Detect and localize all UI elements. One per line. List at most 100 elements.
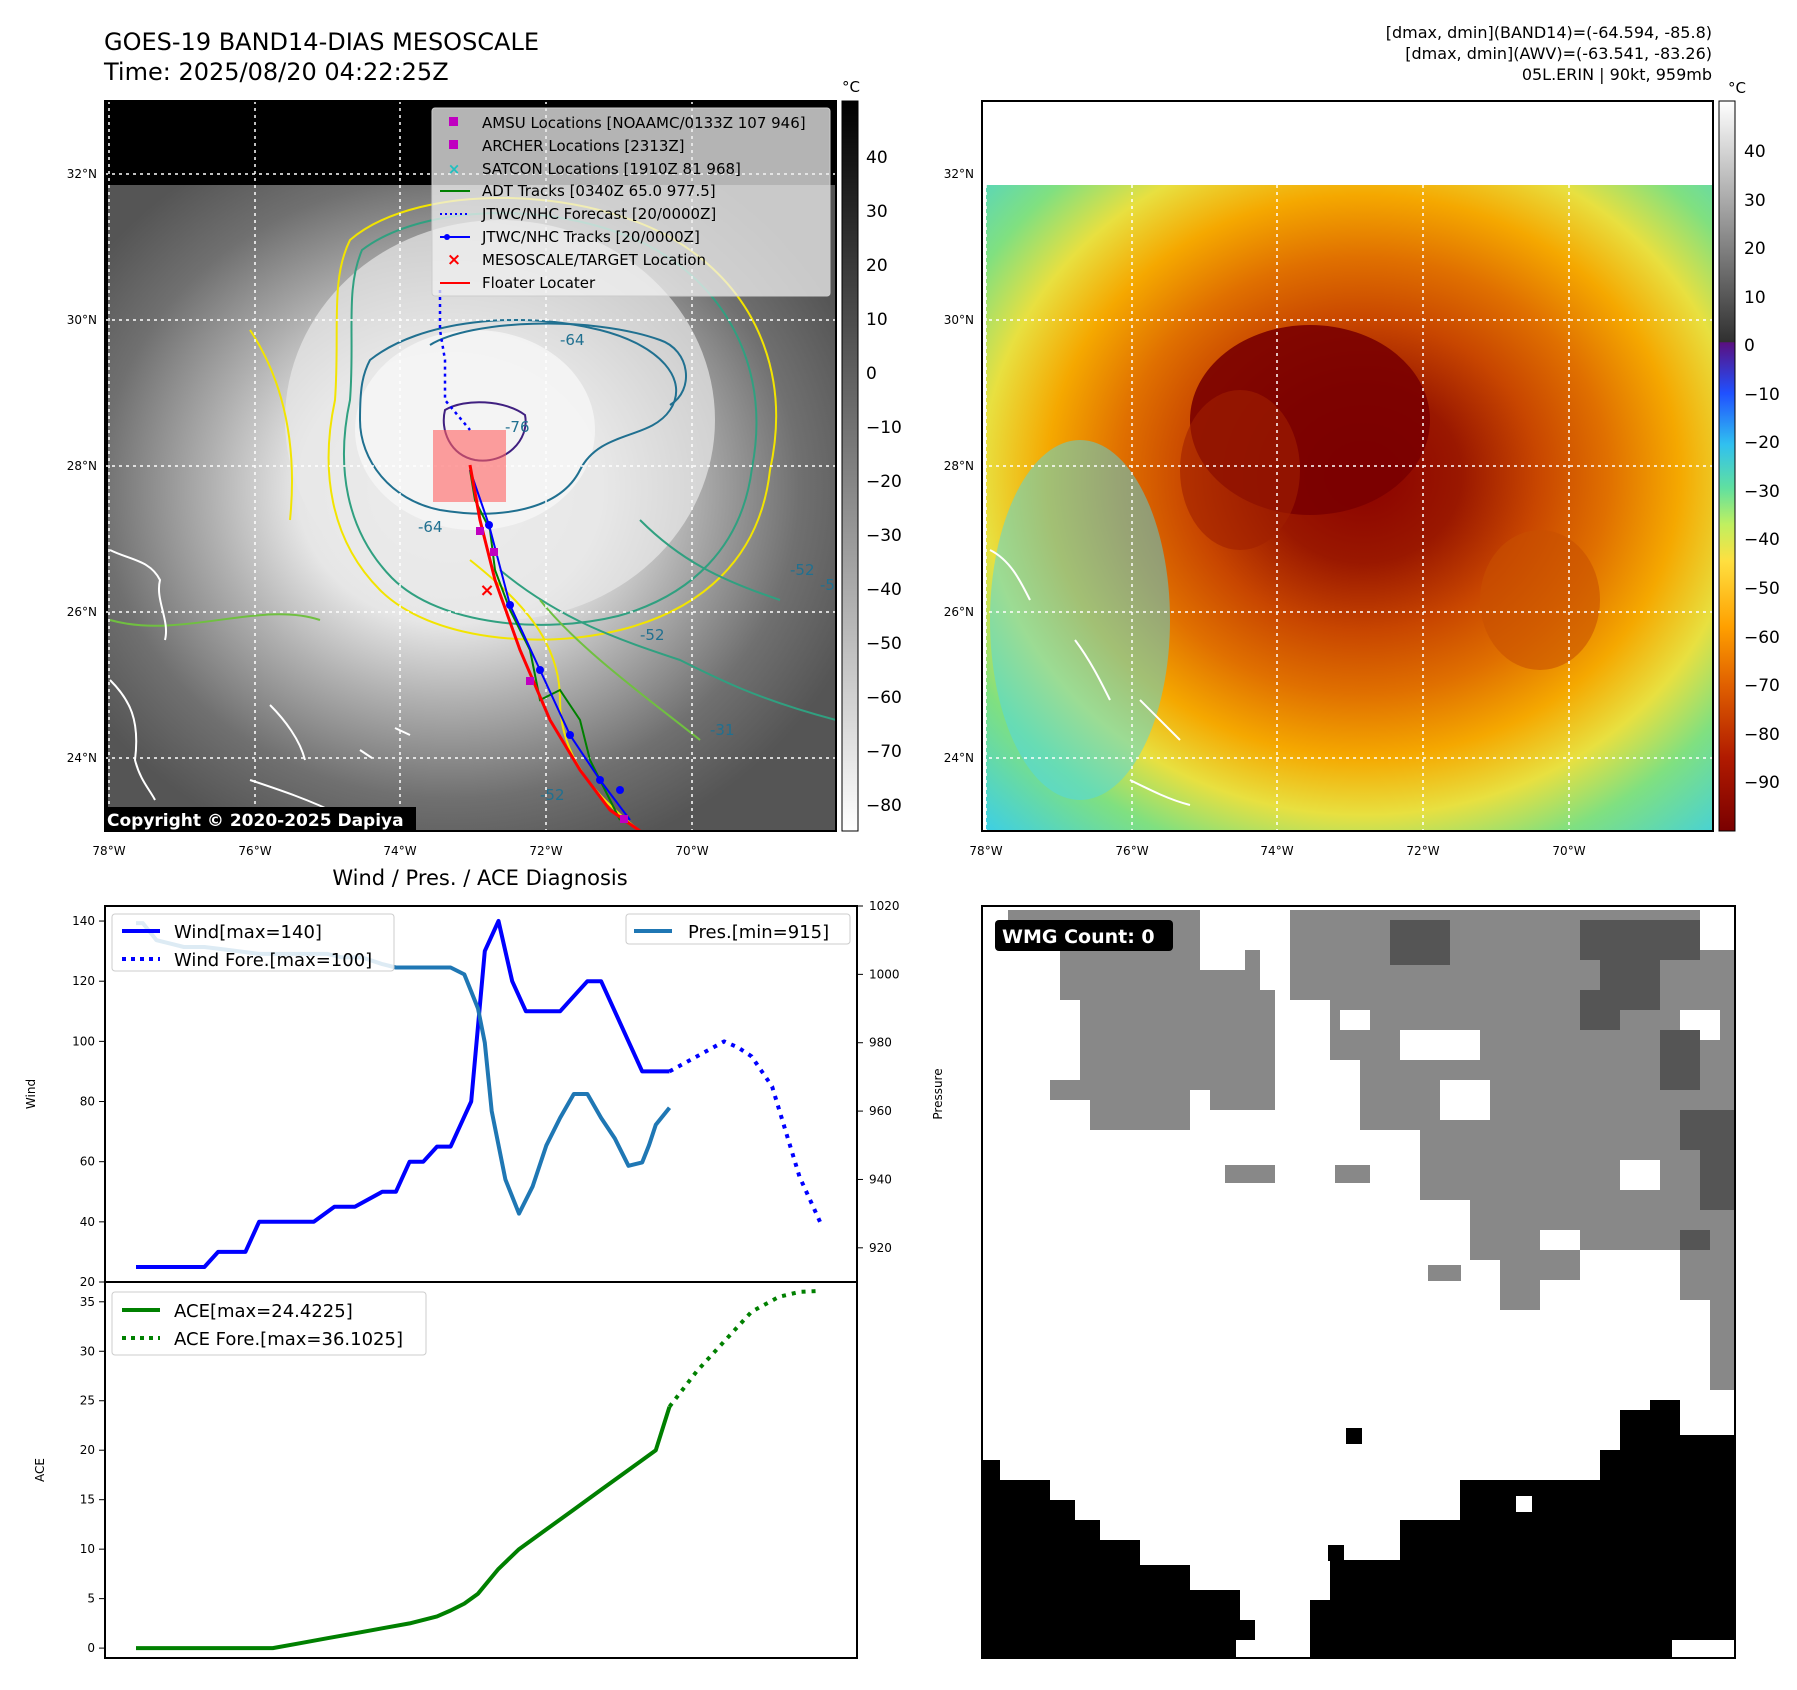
storm-info: 05L.ERIN | 90kt, 959mb <box>1522 65 1712 84</box>
lon-label: 70°W <box>675 844 708 858</box>
lon-label: 72°W <box>529 844 562 858</box>
colorbar-tick: −60 <box>866 688 902 708</box>
amsu-marker <box>449 117 458 126</box>
lat-label: 30°N <box>944 313 974 327</box>
y-tick-label: 10 <box>80 1542 95 1556</box>
contour-labels: -64 -76 -64 -52 -52 -31 -52 -52 <box>418 331 836 804</box>
colorbar-tick: −70 <box>866 742 902 762</box>
y-tick-label: 120 <box>72 974 95 988</box>
colorbar-tick: −90 <box>1744 773 1780 793</box>
y-tick-label: 20 <box>80 1443 95 1457</box>
legend-label: ARCHER Locations [2313Z] <box>482 137 685 155</box>
legend-label: ACE Fore.[max=36.1025] <box>174 1329 403 1350</box>
ace-chart: 0 5 10 15 20 25 30 35 ACE ACE[max=24.4225] ACE … <box>33 1281 858 1659</box>
colorbar-tick: 0 <box>866 364 877 384</box>
legend-label: ACE[max=24.4225] <box>174 1301 353 1322</box>
y-tick-label: 40 <box>80 1215 95 1229</box>
lon-label: 76°W <box>1115 844 1148 858</box>
y-tick-label: 35 <box>80 1295 95 1309</box>
legend-label: ADT Tracks [0340Z 65.0 977.5] <box>482 182 716 200</box>
copyright: Copyright © 2020-2025 Dapiya <box>107 811 404 831</box>
y2-tick-label: 1000 <box>869 967 900 981</box>
stats-awv: [dmax, dmin](AWV)=(-63.541, -83.26) <box>1405 44 1712 63</box>
satcon-marker: × <box>448 160 461 178</box>
contour-label: -76 <box>505 418 530 436</box>
y2-tick-label: 1020 <box>869 899 900 913</box>
legend-label: AMSU Locations [NOAAMC/0133Z 107 946] <box>482 114 806 132</box>
series-line <box>136 1406 672 1651</box>
colorbar-unit: °C <box>842 78 860 96</box>
y-tick-label: 30 <box>80 1344 95 1358</box>
y-tick-label: 5 <box>87 1592 95 1606</box>
legend-label: Wind[max=140] <box>174 922 322 943</box>
legend-item: AMSU Locations [NOAAMC/0133Z 107 946] <box>449 114 806 132</box>
colorbar-tick: −30 <box>866 526 902 546</box>
y2-tick-label: 940 <box>869 1172 892 1186</box>
colorbar-tick: −50 <box>866 634 902 654</box>
legend-label: MESOSCALE/TARGET Location <box>482 251 706 269</box>
jtwc-forecast-track <box>438 290 471 431</box>
colorbar-tick: 10 <box>1744 288 1766 308</box>
stats-band14: [dmax, dmin](BAND14)=(-64.594, -85.8) <box>1386 23 1712 42</box>
contour-label: -52 <box>540 786 565 804</box>
colorbar-tick: 20 <box>866 256 888 276</box>
pressure-axis-label: Pressure <box>931 1068 945 1119</box>
wmg-count: WMG Count: 0 <box>1002 926 1155 948</box>
lon-label: 70°W <box>1552 844 1585 858</box>
colorbar-tick: 40 <box>866 148 888 168</box>
colorbar-tick: 20 <box>1744 239 1766 259</box>
lat-label: 30°N <box>67 313 97 327</box>
wmg-panel: WMG Count: 0 <box>981 905 1736 1659</box>
legend-label: Floater Locater <box>482 274 596 292</box>
color-map-panel <box>982 101 1713 831</box>
lon-label: 74°W <box>383 844 416 858</box>
ace-axis-label: ACE <box>33 1458 47 1482</box>
ace-legend: ACE[max=24.4225] ACE Fore.[max=36.1025] <box>111 1291 427 1356</box>
colorbar-tick: −40 <box>866 580 902 600</box>
colorbar-tick: −10 <box>866 418 902 438</box>
lat-label: 28°N <box>944 459 974 473</box>
target-legend-marker: × <box>447 250 461 270</box>
wmg-white-specks <box>1236 1496 1735 1658</box>
wind-legend: Wind[max=140] Wind Fore.[max=100] <box>111 913 395 972</box>
y-tick-label: 15 <box>80 1493 95 1507</box>
lat-label: 26°N <box>67 605 97 619</box>
legend-label: Wind Fore.[max=100] <box>174 950 372 971</box>
legend-item: JTWC/NHC Forecast [20/0000Z] <box>440 205 716 223</box>
legend-item: JTWC/NHC Tracks [20/0000Z] <box>440 228 700 246</box>
lon-label: 76°W <box>238 844 271 858</box>
legend-item: ADT Tracks [0340Z 65.0 977.5] <box>440 182 716 200</box>
colorbar-tick: −10 <box>1744 385 1780 405</box>
colorbar-tick: 30 <box>1744 191 1766 211</box>
lat-label: 26°N <box>944 605 974 619</box>
contour-label: -64 <box>560 331 585 349</box>
contour-label: -52 <box>640 626 665 644</box>
y-tick-label: 100 <box>72 1034 95 1048</box>
figure-title: GOES-19 BAND14-DIAS MESOSCALE <box>104 28 539 56</box>
pressure-legend: Pres.[min=915] <box>625 913 851 945</box>
y-tick-label: 20 <box>80 1275 95 1289</box>
lon-label: 78°W <box>92 844 125 858</box>
legend-label: Pres.[min=915] <box>688 922 829 943</box>
contour-label: -52 <box>790 561 815 579</box>
colorbar-tick: −70 <box>1744 676 1780 696</box>
y2-tick-label: 980 <box>869 1036 892 1050</box>
archer-marker <box>449 140 458 149</box>
colorbar-tick: −30 <box>1744 482 1780 502</box>
lon-label: 72°W <box>1406 844 1439 858</box>
diagnosis-title: Wind / Pres. / ACE Diagnosis <box>332 866 627 890</box>
lat-label: 32°N <box>944 167 974 181</box>
y-tick-label: 80 <box>80 1095 95 1109</box>
colorbar-tick: −50 <box>1744 579 1780 599</box>
legend-label: JTWC/NHC Tracks [20/0000Z] <box>481 228 700 246</box>
target-marker: × <box>479 580 494 601</box>
colorbar-tick: 30 <box>866 202 888 222</box>
legend-item: × MESOSCALE/TARGET Location <box>447 250 706 270</box>
colorbar-unit: °C <box>1728 79 1746 97</box>
colorbar-tick: 40 <box>1744 142 1766 162</box>
wmg-dark-regions <box>1390 920 1735 1250</box>
colorbar-tick: 10 <box>866 310 888 330</box>
colorbar-tick: 0 <box>1744 336 1755 356</box>
contour-label: -64 <box>418 518 443 536</box>
